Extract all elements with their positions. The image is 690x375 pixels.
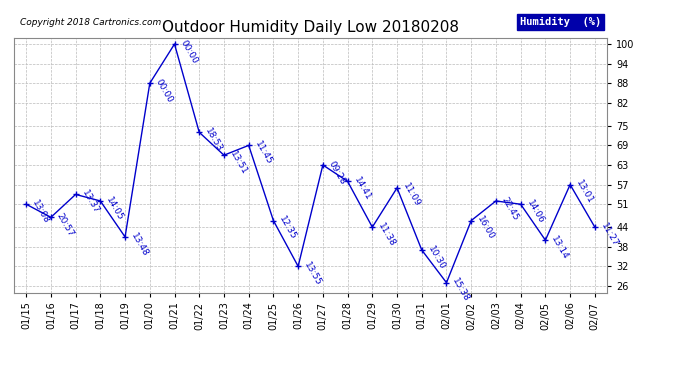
Text: 10:30: 10:30 <box>426 244 446 271</box>
Text: 00:00: 00:00 <box>154 77 175 104</box>
Text: 14:06: 14:06 <box>525 198 546 225</box>
Text: 11:38: 11:38 <box>377 221 397 248</box>
Text: 11:27: 11:27 <box>599 221 620 248</box>
Text: 22:45: 22:45 <box>500 195 521 222</box>
Text: 14:05: 14:05 <box>104 195 125 222</box>
Text: 13:01: 13:01 <box>574 179 595 206</box>
Text: 11:45: 11:45 <box>253 140 273 166</box>
Text: 13:14: 13:14 <box>549 234 570 261</box>
Text: 13:08: 13:08 <box>30 198 51 225</box>
Text: Copyright 2018 Cartronics.com: Copyright 2018 Cartronics.com <box>20 18 161 27</box>
Title: Outdoor Humidity Daily Low 20180208: Outdoor Humidity Daily Low 20180208 <box>162 20 459 35</box>
Text: 12:35: 12:35 <box>277 215 298 242</box>
Text: 00:00: 00:00 <box>179 38 199 65</box>
Text: 13:48: 13:48 <box>129 231 150 258</box>
Text: 09:28: 09:28 <box>327 159 348 186</box>
Text: 13:37: 13:37 <box>80 189 101 216</box>
Text: Humidity  (%): Humidity (%) <box>520 17 601 27</box>
Text: 14:41: 14:41 <box>352 176 373 202</box>
Text: 16:00: 16:00 <box>475 215 496 242</box>
Text: 11:09: 11:09 <box>401 182 422 209</box>
Text: 13:51: 13:51 <box>228 149 249 176</box>
Text: 15:38: 15:38 <box>451 277 471 304</box>
Text: 13:55: 13:55 <box>302 261 323 287</box>
Text: 18:53: 18:53 <box>204 126 224 153</box>
Text: 20:57: 20:57 <box>55 211 76 238</box>
